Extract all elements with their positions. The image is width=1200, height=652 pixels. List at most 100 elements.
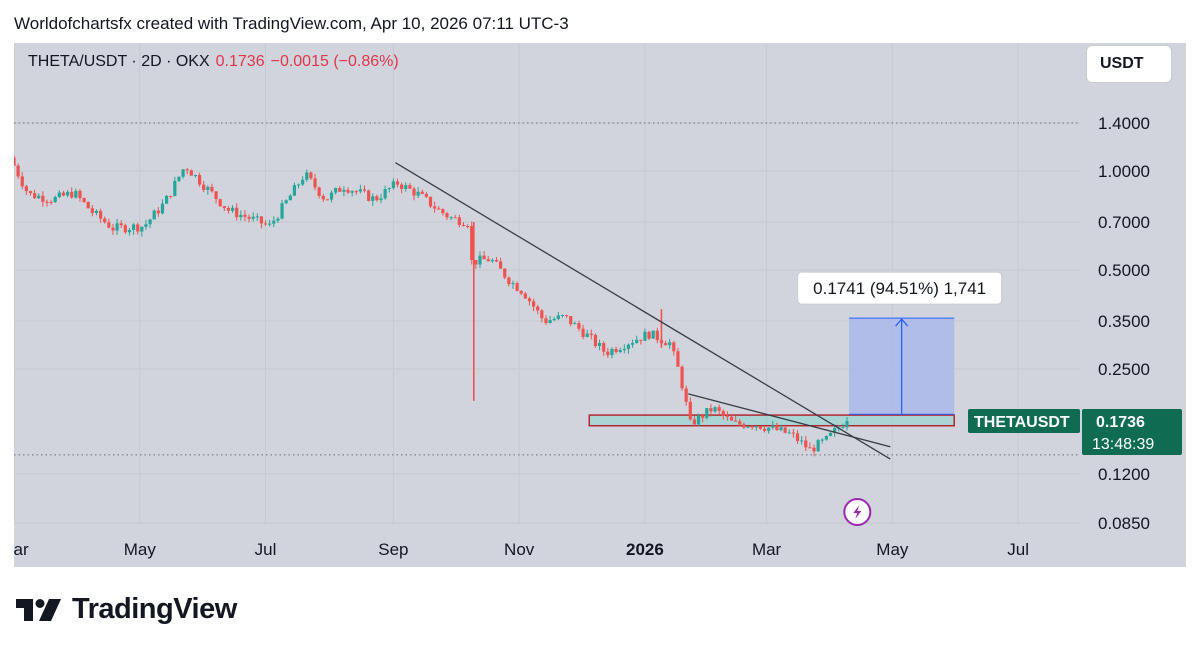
y-tick-label: 0.5000 <box>1098 261 1150 280</box>
candle-up <box>284 200 288 204</box>
chart-panel[interactable]: 1.4000 1.0000 0.7000 0.5000 0.3500 0.2500 0.12… <box>14 43 1186 567</box>
candle-down <box>544 318 548 323</box>
candle-up <box>140 226 144 232</box>
price-chart[interactable]: 1.4000 1.0000 0.7000 0.5000 0.3500 0.2500 0.12… <box>14 43 1186 567</box>
candle-down <box>400 184 404 190</box>
candle-down <box>783 427 787 433</box>
candle-up <box>771 425 775 428</box>
y-tick-label: 0.0850 <box>1098 514 1150 533</box>
candle-up <box>251 216 255 219</box>
tradingview-brand[interactable]: TradingView <box>16 593 237 626</box>
x-tick-label: Jul <box>1007 540 1029 559</box>
candle-up <box>387 188 391 190</box>
candle-down <box>709 408 713 412</box>
candle-down <box>581 328 585 337</box>
candle-up <box>713 407 717 412</box>
candle-up <box>164 195 169 204</box>
candle-down <box>461 225 466 227</box>
x-tick-label: 2026 <box>626 540 664 559</box>
y-tick-label: 0.3500 <box>1098 312 1150 331</box>
x-tick-label: May <box>876 540 909 559</box>
candle-up <box>833 428 837 433</box>
candle-down <box>317 187 321 196</box>
candle-down <box>185 169 189 171</box>
candle-down <box>61 192 66 196</box>
candle-up <box>746 426 750 428</box>
candle-up <box>230 207 235 211</box>
bar-countdown: 13:48:39 <box>1092 436 1154 453</box>
candle-up <box>152 210 156 220</box>
candle-down <box>189 170 193 176</box>
candle-up <box>66 191 70 196</box>
candle-down <box>103 218 107 223</box>
candle-up <box>115 223 119 231</box>
candle-up <box>511 283 515 285</box>
candle-up <box>820 439 824 441</box>
candle-down <box>433 206 437 209</box>
candle-down <box>721 410 725 416</box>
candle-down <box>775 425 779 431</box>
candle-down <box>701 415 705 418</box>
candle-up <box>705 408 709 418</box>
brand-name: TradingView <box>72 593 237 625</box>
candle-up <box>610 348 614 356</box>
candle-up <box>350 191 354 193</box>
candle-down <box>428 196 433 207</box>
candle-down <box>734 420 738 422</box>
candle-down <box>247 216 251 219</box>
candle-down <box>367 190 371 201</box>
candle-up <box>560 315 565 317</box>
candle-down <box>235 207 239 218</box>
candle-up <box>292 185 297 196</box>
candle-down <box>725 415 730 417</box>
candle-up <box>449 217 453 219</box>
candle-up <box>597 343 602 346</box>
y-tick-label: 0.7000 <box>1098 213 1150 232</box>
candle-down <box>437 208 441 210</box>
candle-down <box>569 316 573 325</box>
candle-up <box>342 189 346 192</box>
candle-down <box>111 227 115 231</box>
price-change: −0.0015 (−0.86%) <box>270 53 399 70</box>
candle-up <box>548 320 552 323</box>
x-tick-label: Sep <box>378 540 408 559</box>
y-tick-label: 0.2500 <box>1098 360 1150 379</box>
candle-up <box>643 331 647 341</box>
measure-arrow-head <box>895 318 909 327</box>
candle-up <box>160 203 165 214</box>
candle-down <box>346 189 350 193</box>
currency-button[interactable]: USDT <box>1087 46 1171 82</box>
candle-down <box>424 193 428 197</box>
candle-up <box>239 214 243 218</box>
candle-down <box>169 195 173 197</box>
chart-attribution: Worldofchartsfx created with TradingView… <box>14 14 569 33</box>
candle-down <box>210 186 214 192</box>
candle-up <box>626 344 631 349</box>
candle-down <box>482 255 486 260</box>
candle-down <box>218 199 222 207</box>
candle-up <box>181 169 185 177</box>
candle-down <box>119 223 123 226</box>
candle-down <box>536 306 540 311</box>
candle-down <box>519 290 523 294</box>
candle-down <box>762 428 767 431</box>
candle-down <box>441 209 445 214</box>
candle-up <box>280 203 284 219</box>
candle-down <box>717 407 721 411</box>
candle-down <box>45 201 49 203</box>
candle-up <box>824 435 828 440</box>
price-badge-value: 0.1736 <box>1096 414 1145 431</box>
x-tick-label: Mar <box>752 540 782 559</box>
candle-up <box>358 189 362 192</box>
candle-down <box>362 189 367 191</box>
candle-up <box>148 219 152 225</box>
candle-down <box>606 351 610 356</box>
candle-down <box>107 222 111 228</box>
candle-down <box>593 334 598 346</box>
candle-up <box>288 195 292 201</box>
candle-down <box>738 421 742 425</box>
trendline <box>395 162 891 460</box>
candle-up <box>305 172 309 180</box>
candle-down <box>812 447 816 452</box>
candle-up <box>573 323 577 325</box>
